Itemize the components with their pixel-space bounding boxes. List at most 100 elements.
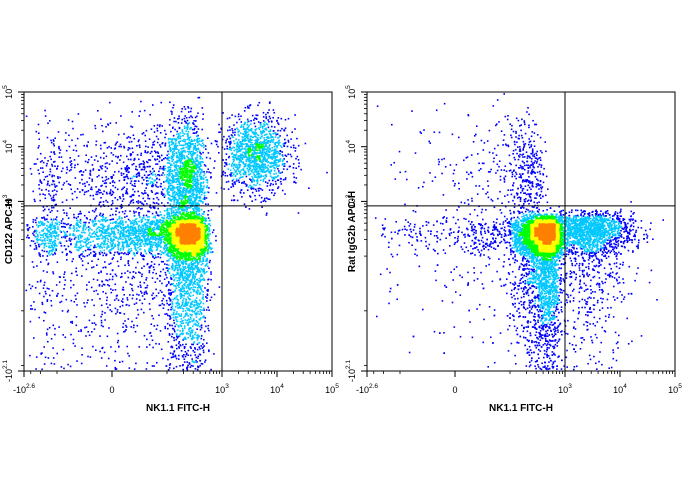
event-dot [190,302,192,304]
event-dot [198,269,201,272]
event-dot [177,118,179,120]
event-dot [127,226,130,228]
event-dot [193,351,196,353]
event-dot [151,315,153,317]
event-dot [247,131,249,133]
event-dot [254,133,256,135]
event-dot [251,139,253,142]
event-dot [269,101,271,103]
event-dot [210,273,212,275]
event-dot [172,189,175,191]
event-dot [280,178,282,180]
event-dot [188,280,191,282]
event-dot [113,246,115,248]
event-dot [31,261,34,263]
event-dot [82,229,84,232]
event-dot [70,160,73,162]
event-dot [243,139,246,141]
event-dot [191,309,194,312]
event-dot [148,270,151,272]
event-dot [63,276,65,278]
event-dot [182,268,184,271]
event-dot [156,163,159,165]
event-dot [194,368,197,370]
event-dot [189,287,191,290]
event-dot [132,163,135,165]
event-dot [130,195,133,198]
event-dot [148,210,151,213]
event-dot [266,123,269,126]
event-dot [162,172,164,174]
event-dot [187,107,190,109]
event-dot [170,211,173,213]
event-dot [104,261,106,263]
event-dot [36,281,39,283]
event-dot [54,244,56,246]
event-dot [97,235,100,238]
event-dot [183,284,186,286]
event-dot [101,313,103,316]
event-dot [42,224,44,226]
event-dot [49,294,51,297]
event-dot [225,153,228,155]
event-dot [198,281,201,284]
event-dot [126,215,128,218]
event-dot [138,220,140,223]
event-dot [148,197,151,200]
event-dot [207,265,209,268]
event-dot [100,185,102,187]
event-dot [172,104,175,106]
event-dot [272,155,275,157]
event-dot [264,177,266,179]
event-dot [183,138,185,141]
event-dot [234,156,237,158]
event-dot [142,203,145,206]
event-dot [116,237,118,239]
event-dot [237,170,240,172]
event-dot [46,220,49,223]
event-dot [151,365,154,367]
event-dot [147,174,149,177]
event-dot [138,206,140,209]
event-dot [145,279,147,281]
event-dot [297,144,300,147]
event-dot [73,301,76,303]
event-dot [91,164,94,166]
event-dot [191,128,194,131]
event-dot [108,234,110,237]
event-dot [173,155,175,157]
event-dot [180,288,183,290]
event-dot [125,253,128,256]
event-dot [113,254,115,256]
event-dot [143,291,146,294]
event-dot [205,179,208,181]
event-dot [225,181,228,183]
event-dot [251,171,253,173]
event-dot [41,239,44,242]
event-dot [228,155,231,158]
event-dot [149,113,151,116]
event-dot [70,238,73,241]
event-dot [174,330,176,333]
event-dot [276,155,278,157]
event-dot [177,277,179,279]
event-dot [82,227,85,230]
event-dot [277,165,279,167]
event-dot [155,256,157,259]
event-dot [106,279,109,282]
event-dot [146,362,149,364]
event-dot [136,261,139,264]
event-dot [195,206,198,208]
event-dot [196,304,198,307]
event-dot [40,279,42,282]
event-dot [153,207,156,210]
event-dot [120,227,123,230]
event-dot [156,361,158,364]
event-dot [252,169,254,171]
event-dot [236,158,238,161]
event-dot [244,122,246,125]
event-dot [70,163,73,165]
event-dot [178,341,181,343]
event-dot [205,309,208,311]
event-dot [247,165,250,168]
